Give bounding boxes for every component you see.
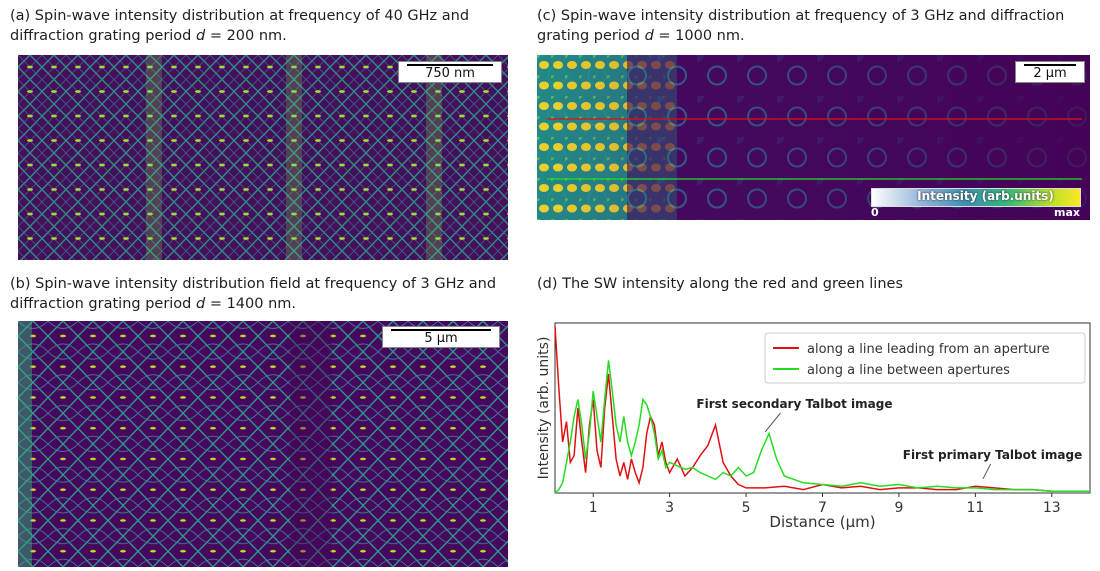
x-tick-label-3: 3 — [665, 500, 674, 516]
caption-b: (b) Spin-wave intensity distribution fie… — [10, 274, 520, 314]
panel-a-scalebar: 750 nm — [398, 61, 502, 83]
caption-c: (c) Spin-wave intensity distribution at … — [537, 6, 1087, 46]
x-axis-label: Distance (μm) — [769, 513, 875, 531]
caption-a-var: d — [196, 28, 206, 44]
colorbar-min: 0 — [871, 206, 879, 219]
x-tick-label-9: 9 — [894, 500, 903, 516]
caption-d: (d) The SW intensity along the red and g… — [537, 274, 1087, 294]
panel-c-scale-label: 2 µm — [1033, 66, 1067, 81]
annotation-primary-arrow — [982, 463, 992, 480]
panel-a-scalebar-line — [407, 64, 493, 66]
caption-a: (a) Spin-wave intensity distribution at … — [10, 6, 510, 46]
x-tick-label-5: 5 — [742, 500, 751, 516]
panel-b-field — [18, 321, 508, 567]
caption-c-text: (c) Spin-wave intensity distribution at … — [537, 8, 1065, 44]
x-tick-label-7: 7 — [818, 500, 827, 516]
colorbar: Intensity (arb.units) 0 max — [868, 188, 1083, 219]
caption-a-text: (a) Spin-wave intensity distribution at … — [10, 8, 470, 44]
annotation-secondary-arrow — [764, 412, 781, 433]
caption-c-var: d — [644, 28, 654, 44]
legend-box — [764, 332, 1086, 384]
panel-a-svg — [18, 55, 508, 260]
x-tick-label-13: 13 — [1043, 500, 1061, 516]
series-line-1 — [554, 360, 1090, 494]
legend-label-0: along a line leading from an aperture — [807, 342, 1050, 357]
y-axis-label: Intensity (arb. units) — [537, 337, 552, 480]
panel-b-scalebar: 5 µm — [382, 326, 500, 348]
colorbar-gradient — [871, 188, 1081, 207]
annotation-primary: First primary Talbot image — [903, 448, 1082, 462]
panel-c-scalebar-line — [1024, 64, 1076, 66]
x-tick-label-1: 1 — [589, 500, 598, 516]
annotation-secondary: First secondary Talbot image — [696, 397, 892, 411]
caption-b-post: = 1400 nm. — [205, 296, 297, 312]
colorbar-title: Intensity (arb.units) — [917, 189, 1054, 203]
panel-a-bright-columns — [146, 55, 442, 260]
panel-b-scale-label: 5 µm — [424, 331, 458, 346]
panel-c-scalebar: 2 µm — [1015, 61, 1085, 83]
caption-b-var: d — [196, 296, 206, 312]
caption-d-text: (d) The SW intensity along the red and g… — [537, 276, 903, 292]
legend-label-1: along a line between apertures — [807, 363, 1010, 378]
panel-a-scale-label: 750 nm — [425, 66, 475, 81]
panel-b-svg — [18, 321, 508, 567]
x-tick-label-11: 11 — [966, 500, 984, 516]
caption-c-post: = 1000 nm. — [653, 28, 745, 44]
caption-b-text: (b) Spin-wave intensity distribution fie… — [10, 276, 497, 312]
panel-b-scalebar-line — [391, 329, 491, 331]
panel-a-field — [18, 55, 508, 260]
caption-a-post: = 200 nm. — [205, 28, 287, 44]
colorbar-max: max — [1054, 206, 1080, 219]
